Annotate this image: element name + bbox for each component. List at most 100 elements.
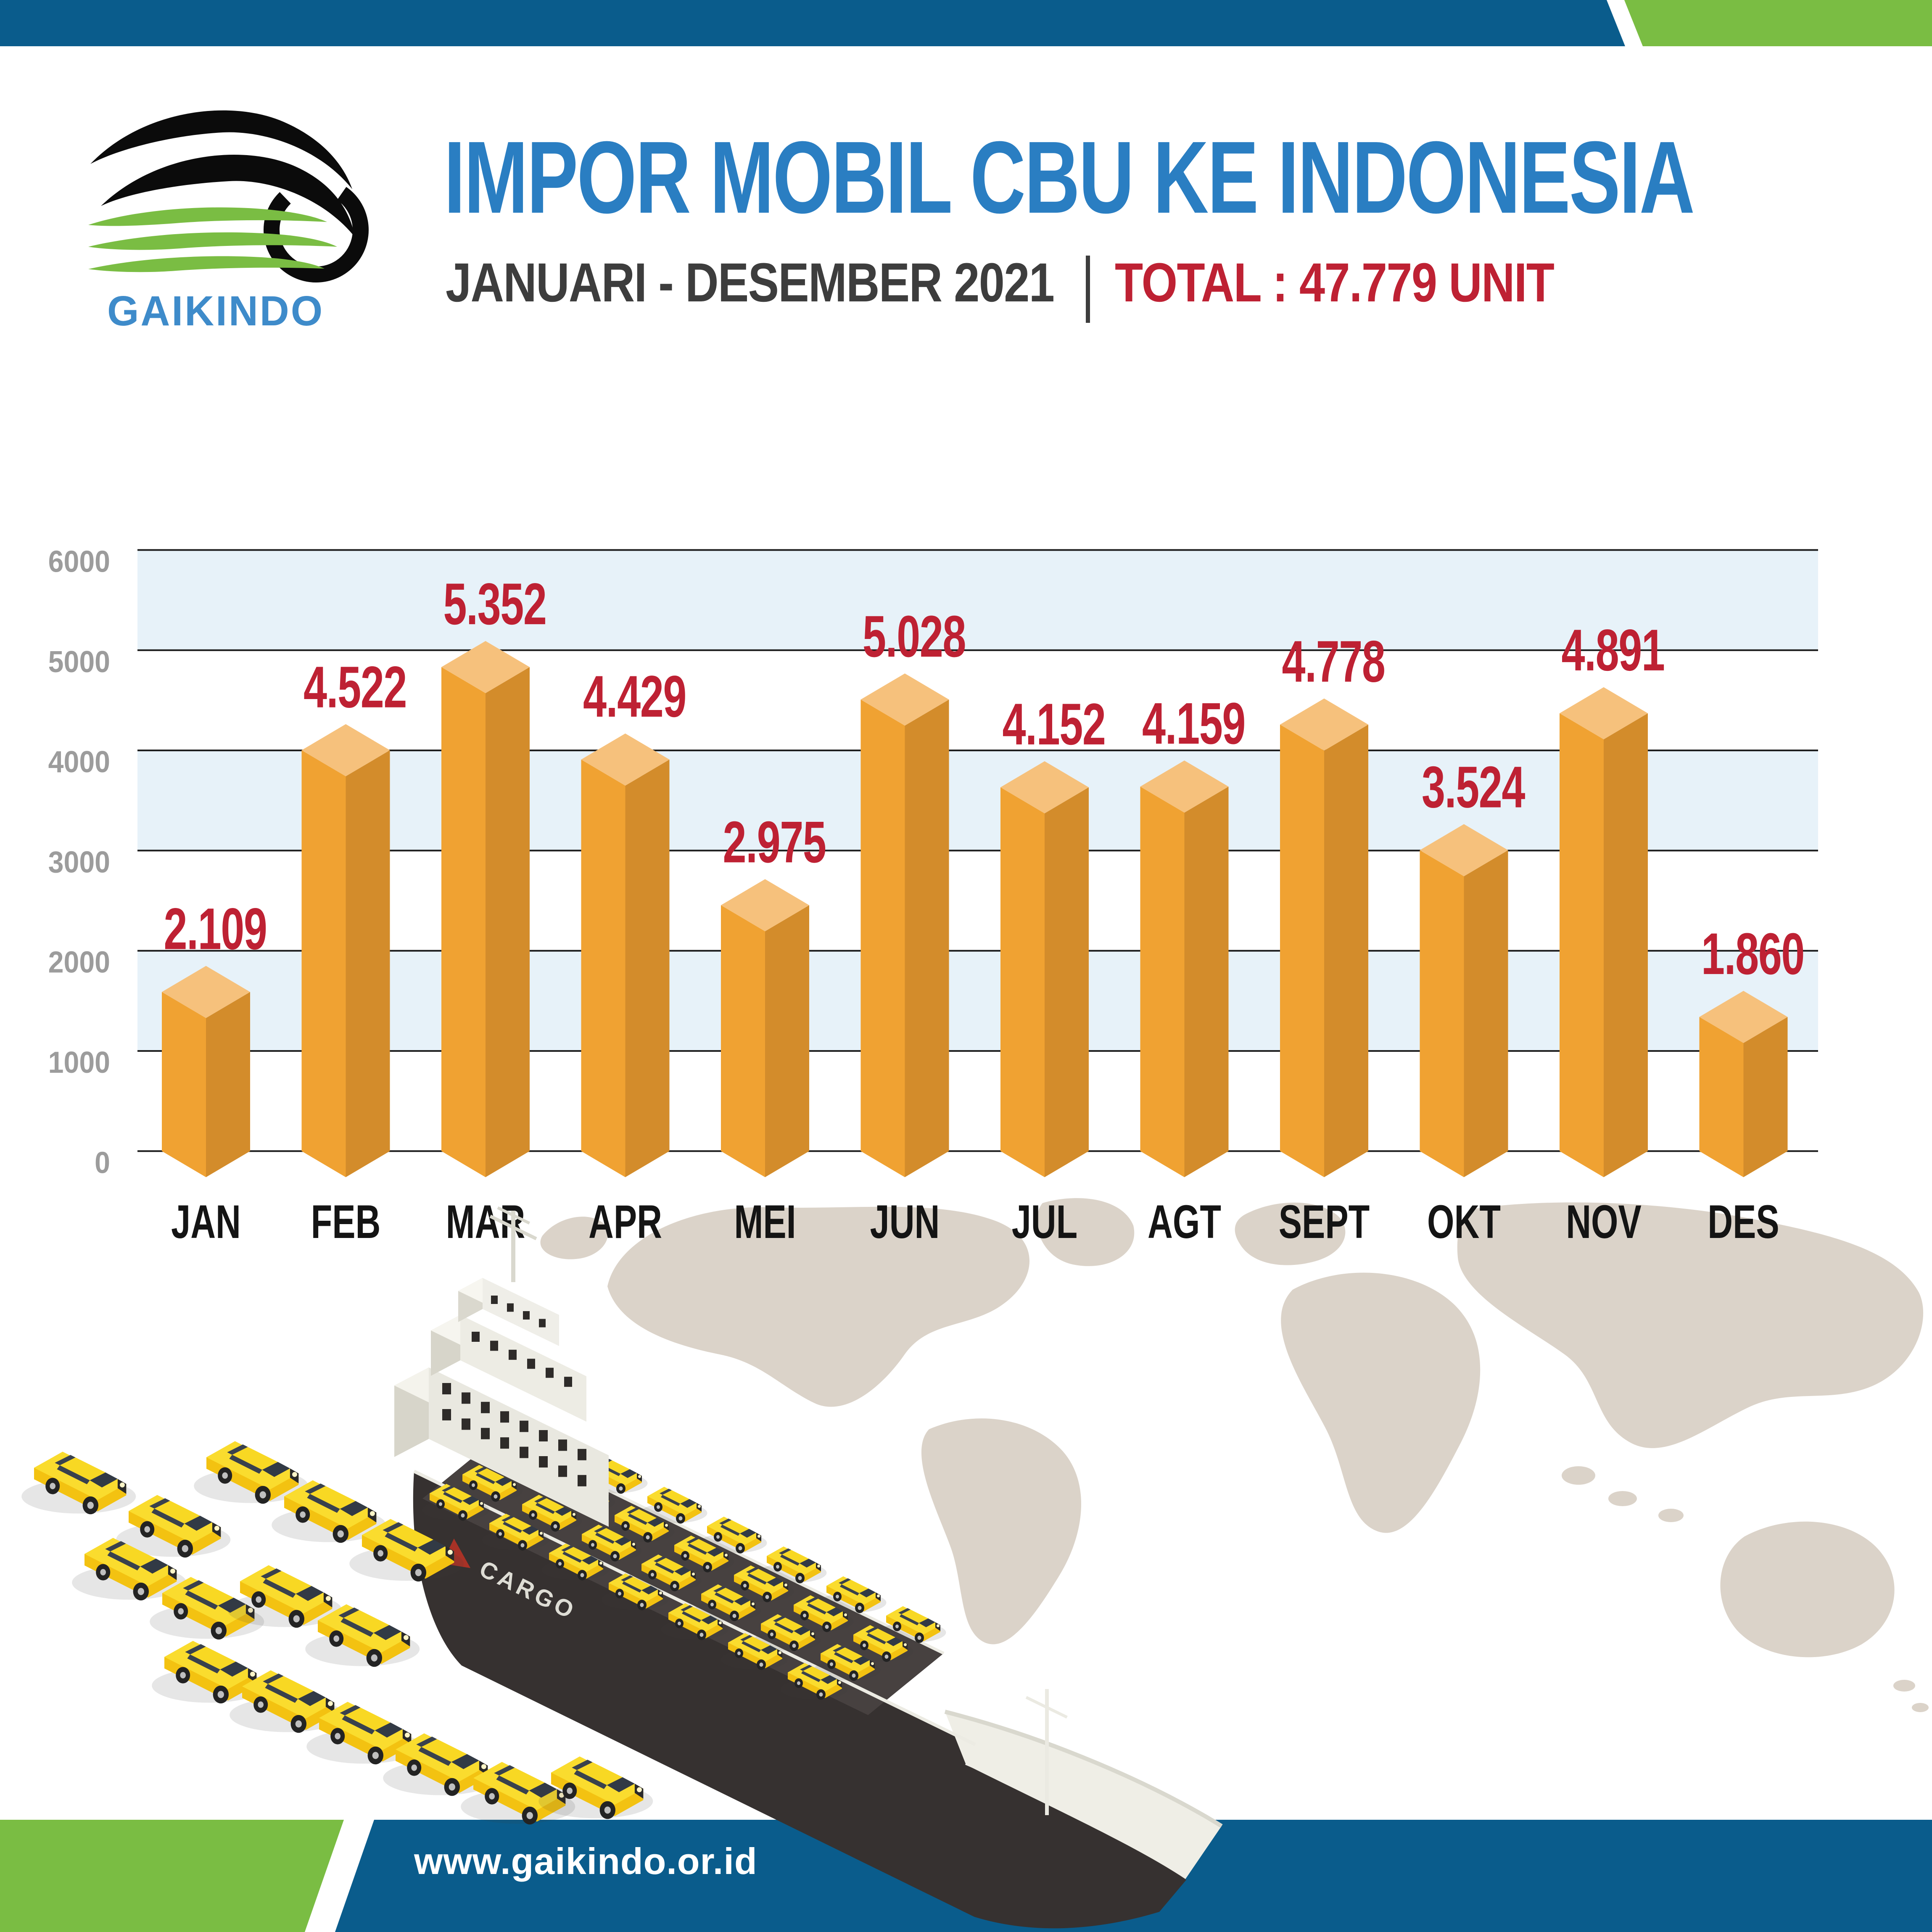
bar-face-right: [486, 667, 530, 1177]
hull-rim-line: [413, 1470, 976, 1746]
x-axis-label: JUL: [1012, 1196, 1078, 1248]
continent-shape: [1235, 1202, 1346, 1265]
island-shape: [1562, 1466, 1595, 1485]
continent-shape: [1457, 1202, 1924, 1448]
deck-car: [455, 1465, 523, 1502]
deck-car: [813, 1644, 881, 1681]
bar-face-left: [1000, 787, 1045, 1177]
deck-car: [879, 1606, 946, 1643]
ship-window: [523, 1311, 530, 1320]
queue-car: [272, 1480, 386, 1543]
continent-shape: [1281, 1272, 1481, 1533]
ship-cargo-label: CARGO: [475, 1555, 581, 1625]
ship-window: [546, 1367, 554, 1378]
x-axis-label: JAN: [171, 1196, 241, 1248]
x-axis-label: DES: [1708, 1196, 1779, 1248]
ship-window: [539, 1319, 546, 1328]
page-title: IMPOR MOBIL CBU KE INDONESIA: [444, 120, 1695, 235]
deck-car: [482, 1514, 549, 1551]
y-tick-label: 0: [95, 1145, 110, 1180]
bar-value-label: 2.975: [723, 809, 826, 875]
bar-face-top: [721, 879, 809, 932]
deck-car: [541, 1544, 609, 1581]
bar-value-label: 4.522: [304, 654, 406, 720]
bar-face-left: [721, 905, 765, 1177]
bar-feb: [301, 724, 390, 1177]
plot-band: [137, 1051, 1818, 1151]
bar-face-top: [162, 966, 250, 1018]
deck-car: [634, 1555, 702, 1592]
bar-jul: [1000, 761, 1089, 1177]
ship-window: [509, 1349, 517, 1360]
continent-shape: [1720, 1521, 1895, 1658]
bar-value-label: 2.109: [164, 896, 267, 962]
header-band-blue: [0, 0, 1625, 46]
footer-url: www.gaikindo.or.id: [414, 1840, 757, 1882]
bar-face-right: [346, 750, 390, 1177]
island-shape: [1893, 1680, 1915, 1692]
deck-car: [515, 1495, 582, 1532]
ship-window: [481, 1401, 490, 1413]
deck-car: [819, 1576, 887, 1613]
queue-car: [72, 1538, 187, 1601]
mast-crossbar: [497, 1206, 531, 1225]
bar-face-right: [1743, 1017, 1788, 1177]
x-axis-label: APR: [589, 1196, 662, 1248]
queue-car: [461, 1762, 575, 1825]
bar-face-top: [581, 733, 670, 786]
bar-face-top: [1420, 824, 1508, 876]
queue-car: [150, 1577, 264, 1640]
deck-car: [699, 1517, 767, 1554]
x-axis-label: MAR: [446, 1196, 525, 1248]
deck-car: [759, 1547, 827, 1584]
ship-bow-deck: [945, 1712, 1222, 1879]
y-tick-label: 5000: [48, 644, 110, 678]
bar-value-label: 5.028: [863, 604, 966, 669]
bar-face-top: [1280, 698, 1368, 751]
bar-face-left: [1560, 713, 1604, 1177]
bow-mast-crossbar: [1025, 1696, 1068, 1719]
deck-car: [846, 1625, 913, 1662]
ship-window: [462, 1392, 470, 1404]
gaikindo-wordmark: GAIKINDO: [107, 288, 325, 335]
queue-cars: [21, 1441, 653, 1825]
bar-value-label: 4.159: [1142, 691, 1245, 756]
island-shape: [1608, 1491, 1637, 1506]
bar-face-left: [1420, 850, 1464, 1177]
queue-car: [383, 1733, 498, 1796]
continent-shape: [1037, 1198, 1135, 1266]
queue-car: [21, 1452, 136, 1515]
ship-cargo-deck: [422, 1437, 944, 1715]
deck-car: [422, 1484, 490, 1521]
bow-mast: [1045, 1689, 1049, 1815]
plot-band: [137, 950, 1818, 1051]
bar-nov: [1560, 687, 1648, 1177]
bar-sept: [1280, 698, 1368, 1177]
plot-band: [137, 750, 1818, 851]
bar-face-left: [162, 992, 206, 1177]
ship-window: [491, 1296, 498, 1304]
bars: [162, 641, 1788, 1177]
deck-car: [640, 1487, 707, 1524]
plot-bands: [137, 550, 1818, 1151]
bar-face-right: [206, 992, 250, 1177]
bar-okt: [1420, 824, 1508, 1177]
bar-face-top: [441, 641, 530, 693]
bar-face-right: [1045, 787, 1089, 1177]
queue-car: [349, 1519, 464, 1582]
deck-cars: [422, 1427, 946, 1700]
queue-car: [194, 1441, 309, 1504]
bar-value-label: 4.778: [1282, 628, 1385, 694]
ship-window: [558, 1465, 567, 1477]
deck-car: [547, 1476, 615, 1513]
queue-car: [538, 1756, 653, 1819]
deck-car: [488, 1446, 555, 1483]
bar-jun: [860, 673, 949, 1177]
deck-car: [574, 1525, 642, 1562]
ship-window: [507, 1303, 514, 1312]
ship-window: [520, 1446, 528, 1458]
deck-car: [694, 1584, 761, 1621]
bar-value-label: 4.429: [583, 664, 686, 729]
y-tick-label: 3000: [48, 845, 110, 879]
y-tick-label: 1000: [48, 1045, 110, 1079]
